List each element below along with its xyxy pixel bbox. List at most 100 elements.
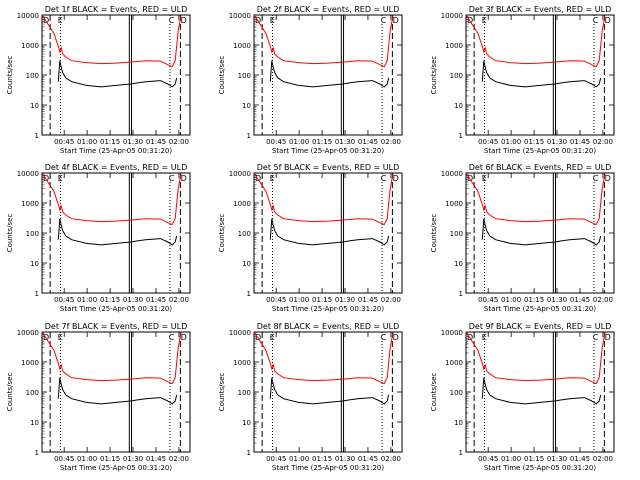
marker-letter: C <box>169 16 175 25</box>
x-tick-label: 01:45 <box>570 455 590 463</box>
x-tick-label: 01:30 <box>547 138 567 146</box>
panel-1: Det 1f BLACK = Events, RED = ULD Counts/s… <box>6 5 191 155</box>
y-tick-label: 1 <box>35 449 39 457</box>
panel-title: Det 2f BLACK = Events, RED = ULD <box>257 5 400 14</box>
x-tick-label: 00:45 <box>266 296 286 304</box>
y-tick-label: 10 <box>242 102 251 110</box>
y-tick-label: 1000 <box>445 359 463 367</box>
x-tick-label: 00:45 <box>54 296 74 304</box>
y-tick-label: 100 <box>450 230 463 238</box>
panel-title: Det 3f BLACK = Events, RED = ULD <box>469 5 612 14</box>
x-tick-label: 02:00 <box>381 455 401 463</box>
x-tick-label: 00:45 <box>54 138 74 146</box>
y-tick-label: 10 <box>30 260 39 268</box>
series-line-events <box>57 377 178 405</box>
x-tick-label: 01:00 <box>77 455 97 463</box>
panel-6: Det 6f BLACK = Events, RED = ULD Counts/s… <box>430 163 615 313</box>
marker-letter: E <box>58 174 63 183</box>
series-line-uld <box>41 331 182 385</box>
x-tick-label: 01:30 <box>123 138 143 146</box>
series-line-uld <box>41 14 182 68</box>
y-tick-label: 10000 <box>229 329 251 337</box>
y-tick-label: 1000 <box>445 42 463 50</box>
x-axis-label: Start Time (25-Apr-05 00:31:20) <box>272 305 384 313</box>
x-tick-label: 01:00 <box>501 455 521 463</box>
marker-letter: E <box>270 16 275 25</box>
x-tick-label: 01:00 <box>289 296 309 304</box>
x-tick-label: 01:15 <box>312 138 332 146</box>
x-tick-label: 01:00 <box>289 138 309 146</box>
x-tick-label: 01:45 <box>146 455 166 463</box>
marker-letter: E <box>58 16 63 25</box>
x-tick-label: 02:00 <box>169 138 189 146</box>
x-tick-label: 01:15 <box>312 455 332 463</box>
series-line-uld <box>253 331 394 385</box>
x-axis-label: Start Time (25-Apr-05 00:31:20) <box>60 305 172 313</box>
x-tick-label: 00:45 <box>54 455 74 463</box>
y-tick-label: 1 <box>247 290 251 298</box>
panel-title: Det 5f BLACK = Events, RED = ULD <box>257 163 400 172</box>
series-line-events <box>481 218 602 246</box>
marker-letter: E <box>482 333 487 342</box>
y-tick-label: 1 <box>35 290 39 298</box>
y-axis-label: Counts/sec <box>6 56 14 95</box>
y-tick-label: 10 <box>242 260 251 268</box>
panel-4: Det 4f BLACK = Events, RED = ULD Counts/s… <box>6 163 191 313</box>
y-axis-label: Counts/sec <box>218 214 226 253</box>
x-tick-label: 01:45 <box>358 296 378 304</box>
y-axis-label: Counts/sec <box>218 56 226 95</box>
marker-letter: D <box>605 333 611 342</box>
x-axis-label: Start Time (25-Apr-05 00:31:20) <box>272 147 384 155</box>
series-line-uld <box>465 172 606 226</box>
x-tick-label: 01:30 <box>547 296 567 304</box>
panel-2: Det 2f BLACK = Events, RED = ULD Counts/s… <box>218 5 403 155</box>
y-tick-label: 10000 <box>17 170 39 178</box>
x-tick-label: 01:45 <box>358 455 378 463</box>
y-tick-label: 1000 <box>21 359 39 367</box>
x-tick-label: 01:00 <box>77 138 97 146</box>
y-tick-label: 10 <box>454 260 463 268</box>
marker-letter: E <box>270 174 275 183</box>
y-tick-label: 100 <box>450 72 463 80</box>
x-tick-label: 01:15 <box>312 296 332 304</box>
y-tick-label: 10 <box>454 102 463 110</box>
x-tick-label: 01:45 <box>570 296 590 304</box>
x-axis-label: Start Time (25-Apr-05 00:31:20) <box>60 464 172 472</box>
y-tick-label: 10000 <box>17 12 39 20</box>
x-axis-label: Start Time (25-Apr-05 00:31:20) <box>484 147 596 155</box>
series-line-events <box>269 218 390 246</box>
y-tick-label: 100 <box>238 230 251 238</box>
y-axis-label: Counts/sec <box>430 373 438 412</box>
marker-letter: D <box>393 16 399 25</box>
panel-title: Det 4f BLACK = Events, RED = ULD <box>45 163 188 172</box>
x-tick-label: 00:45 <box>478 138 498 146</box>
y-tick-label: 100 <box>26 230 39 238</box>
x-tick-label: 02:00 <box>169 455 189 463</box>
x-tick-label: 01:30 <box>335 455 355 463</box>
x-tick-label: 01:00 <box>289 455 309 463</box>
marker-letter: E <box>482 16 487 25</box>
x-axis-label: Start Time (25-Apr-05 00:31:20) <box>484 464 596 472</box>
marker-letter: D <box>605 16 611 25</box>
x-tick-label: 01:15 <box>100 138 120 146</box>
y-tick-label: 10000 <box>229 170 251 178</box>
marker-letter: D <box>181 333 187 342</box>
y-tick-label: 1 <box>459 449 463 457</box>
series-line-uld <box>253 14 394 68</box>
y-tick-label: 1 <box>247 449 251 457</box>
y-tick-label: 10000 <box>441 170 463 178</box>
y-axis-label: Counts/sec <box>218 373 226 412</box>
marker-letter: E <box>58 333 63 342</box>
y-tick-label: 100 <box>26 72 39 80</box>
panel-title: Det 1f BLACK = Events, RED = ULD <box>45 5 188 14</box>
series-line-events <box>481 377 602 405</box>
x-tick-label: 01:00 <box>501 296 521 304</box>
marker-letter: C <box>381 16 387 25</box>
x-tick-label: 01:15 <box>100 296 120 304</box>
y-tick-label: 1000 <box>445 200 463 208</box>
x-tick-label: 01:30 <box>123 455 143 463</box>
marker-letter: C <box>593 333 599 342</box>
y-axis-label: Counts/sec <box>6 373 14 412</box>
x-tick-label: 01:30 <box>335 296 355 304</box>
